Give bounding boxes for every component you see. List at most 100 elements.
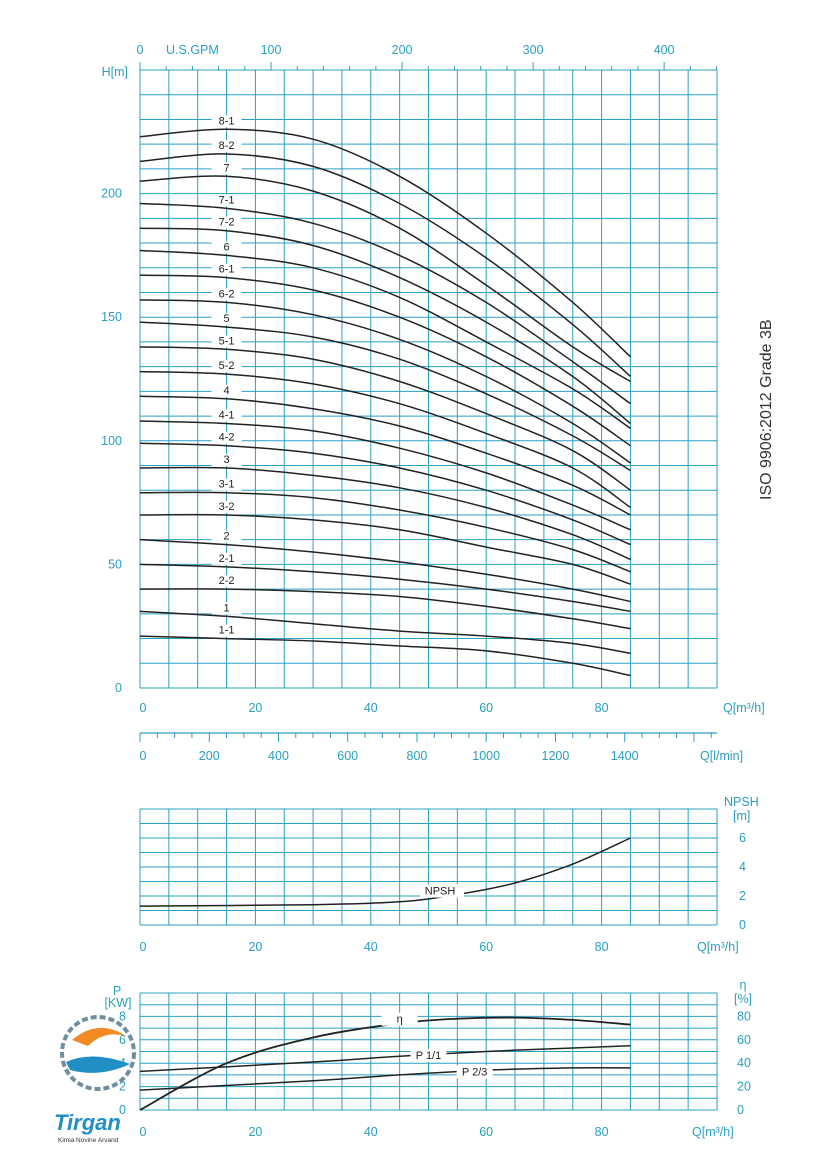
curve-label-bg	[211, 453, 242, 466]
head-curve-8-1	[139, 128, 632, 358]
curve-label-5-2: 5-2	[219, 360, 235, 372]
eff-y-tick: 20	[737, 1080, 751, 1094]
npsh-x-tick: 0	[140, 940, 147, 954]
standard-label: ISO 9906:2012 Grade 3B	[758, 319, 775, 500]
power-x-tick: 40	[364, 1125, 378, 1139]
gpm-tick: 300	[523, 43, 544, 57]
curve-label-bg	[420, 884, 465, 898]
head-curve-6	[139, 249, 631, 430]
head-curve-6-1	[139, 274, 631, 447]
eff-y-tick: 40	[737, 1056, 751, 1070]
gpm-label: U.S.GPM	[166, 43, 219, 57]
curve-label-bg	[211, 194, 242, 207]
curve-label-bg	[211, 335, 242, 348]
head-curve-2	[139, 538, 631, 603]
npsh-y-tick: 0	[739, 918, 746, 932]
eff-y-tick: 80	[737, 1009, 751, 1023]
curve-label-3-2: 3-2	[219, 501, 235, 513]
power-y-tick: 6	[119, 1033, 126, 1047]
head-x-tick: 60	[479, 701, 493, 715]
head-curve-8-2	[139, 153, 631, 378]
head-x-tick: 0	[140, 701, 147, 715]
curve-label-bg	[211, 360, 242, 373]
head-curve-4-1	[139, 420, 631, 531]
lmin-tick: 1000	[472, 749, 500, 763]
curve-label-bg	[211, 624, 242, 637]
npsh-y-unit: [m]	[733, 809, 750, 823]
gpm-tick: 400	[654, 43, 675, 57]
curve-label-bg	[211, 602, 242, 615]
curve-label-bg	[211, 552, 242, 565]
curve-label-bg	[211, 500, 242, 513]
power-x-label: Q[m³/h]	[692, 1125, 734, 1139]
npsh-y-tick: 4	[739, 860, 746, 874]
head-curve-7-2	[139, 227, 631, 425]
curve-label-bg	[211, 478, 242, 491]
curve-label-2-1: 2-1	[219, 553, 235, 565]
curve-label-bg	[211, 288, 242, 301]
curve-label-bg	[211, 216, 242, 229]
curve-label-bg	[456, 1065, 493, 1079]
curve-label-4-2: 4-2	[219, 432, 235, 444]
npsh-y-tick: 2	[739, 889, 746, 903]
curve-label-8-2: 8-2	[219, 140, 235, 152]
power-y-unit: [KW]	[104, 996, 131, 1010]
npsh-curve	[139, 837, 631, 907]
head-curve-7-1	[139, 202, 631, 405]
curves-layer	[139, 128, 632, 1111]
curve-label-bg	[211, 530, 242, 543]
power-x-tick: 0	[140, 1125, 147, 1139]
head-curve-5-1	[139, 346, 631, 491]
power-curve-label-η: η	[397, 1014, 403, 1026]
curve-label-6-1: 6-1	[219, 264, 235, 276]
npsh-x-tick: 40	[364, 940, 378, 954]
lmin-tick: 200	[199, 749, 220, 763]
head-curve-3-1	[139, 491, 631, 573]
brand-name: Tirgan	[54, 1110, 121, 1135]
curve-label-bg	[211, 384, 242, 397]
power-curve-label-P 2/3: P 2/3	[462, 1066, 488, 1078]
curve-label-3-1: 3-1	[219, 479, 235, 491]
head-curve-4	[139, 395, 631, 516]
curve-label-bg	[211, 162, 242, 175]
npsh-x-tick: 80	[595, 940, 609, 954]
head-x-label: Q[m³/h]	[723, 701, 765, 715]
eff-y-unit: [%]	[734, 992, 752, 1006]
head-y-tick: 100	[101, 434, 122, 448]
curve-label-4-1: 4-1	[219, 409, 235, 421]
lmin-tick: 1400	[611, 749, 639, 763]
curve-label-bg	[211, 241, 242, 254]
head-curve-1	[139, 610, 631, 655]
gpm-tick: 200	[392, 43, 413, 57]
head-y-tick: 50	[108, 557, 122, 571]
curve-label-7-1: 7-1	[219, 194, 235, 206]
head-y-tick: 150	[101, 310, 122, 324]
head-curve-6-2	[139, 299, 631, 464]
npsh-x-label: Q[m³/h]	[697, 940, 739, 954]
curve-label-7: 7	[223, 162, 229, 174]
head-y-tick: 0	[115, 681, 122, 695]
head-curve-5-2	[139, 370, 631, 509]
lmin-tick: 400	[268, 749, 289, 763]
curve-label-5: 5	[223, 313, 229, 325]
power-x-tick: 60	[479, 1125, 493, 1139]
curve-label-3: 3	[223, 454, 229, 466]
lmin-tick: 0	[140, 749, 147, 763]
lmin-tick: 800	[407, 749, 428, 763]
lmin-label: Q[l/min]	[700, 749, 743, 763]
curve-label-bg	[211, 575, 242, 588]
npsh-curve-label: NPSH	[425, 886, 456, 898]
curve-label-6: 6	[223, 241, 229, 253]
head-curve-7	[139, 175, 631, 383]
power-x-tick: 20	[248, 1125, 262, 1139]
npsh-x-tick: 20	[248, 940, 262, 954]
curve-label-bg	[211, 431, 242, 444]
power-curve-P 2/3	[139, 1066, 631, 1091]
curve-label-bg	[211, 115, 242, 128]
curve-label-2-2: 2-2	[219, 575, 235, 587]
head-curve-5	[139, 321, 631, 472]
flame-icon	[72, 1027, 126, 1046]
gear-icon	[60, 1015, 136, 1091]
eff-y-tick: 0	[737, 1103, 744, 1117]
